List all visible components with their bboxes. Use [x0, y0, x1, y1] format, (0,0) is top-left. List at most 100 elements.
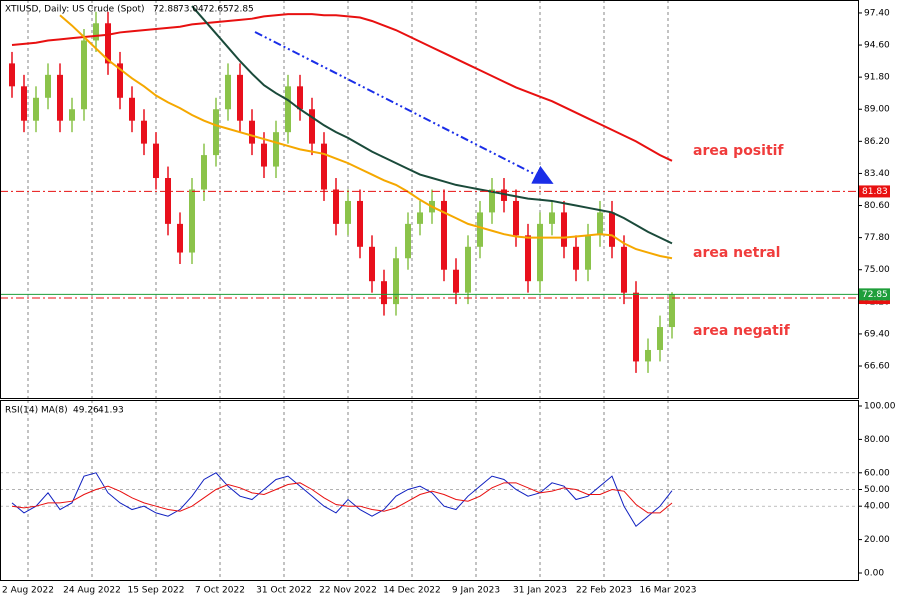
candle-body: [105, 23, 111, 64]
candle-body: [609, 212, 615, 247]
candle-body: [189, 189, 195, 253]
candle-body: [369, 246, 375, 282]
candle-body: [453, 269, 459, 293]
candle-body: [393, 258, 399, 305]
y-tick-label: 86.20: [864, 137, 890, 147]
line-series: [11, 472, 673, 527]
candle-body: [381, 281, 387, 305]
candle-body: [633, 292, 639, 362]
annotation: area netral: [693, 245, 780, 261]
y-tick-label: 91.80: [864, 73, 890, 83]
annotation: area negatif: [693, 323, 791, 339]
candle-body: [657, 327, 663, 350]
candle-body: [201, 155, 207, 190]
candle-body: [321, 143, 327, 190]
candle-body: [333, 189, 339, 224]
y-tick-label: 80.00: [864, 435, 890, 445]
candle-body: [249, 120, 255, 144]
x-tick-label: 7 Oct 2022: [195, 586, 245, 596]
x-tick-label: 22 Nov 2022: [319, 586, 377, 596]
x-tick-label: 9 Jan 2023: [452, 586, 500, 596]
candle-body: [585, 235, 591, 270]
candle-body: [69, 109, 75, 121]
trend-arrow: [254, 31, 554, 184]
ohlc-close: 72.85: [228, 5, 254, 15]
ohlc-open: 72.88: [153, 5, 179, 15]
y-tick-label: 50.00: [864, 485, 890, 495]
candle-body: [621, 246, 627, 293]
rsi-value: 49.26: [73, 406, 99, 416]
candle-body: [405, 223, 411, 259]
x-tick-label: 14 Dec 2022: [383, 586, 441, 596]
chart-title: XTIUSD, Daily: US Crude (Spot): [5, 5, 145, 15]
main-frame: [0, 0, 859, 399]
y-tick-label: 94.60: [864, 41, 890, 51]
candle-body: [501, 189, 507, 201]
candle-body: [21, 86, 27, 121]
candle-body: [225, 74, 231, 110]
y-tick-label: 0.00: [864, 568, 884, 578]
line-series: [59, 14, 673, 260]
y-tick-label: 89.00: [864, 105, 890, 115]
candle-body: [477, 212, 483, 247]
candle-body: [513, 200, 519, 236]
candle-body: [57, 74, 63, 121]
candle-body: [597, 212, 603, 236]
candle-body: [273, 132, 279, 167]
x-tick-label: 2 Aug 2022: [2, 586, 54, 596]
candle-body: [309, 109, 315, 144]
y-tick-label: 20.00: [864, 535, 890, 545]
y-tick-label: 83.40: [864, 169, 890, 179]
line-series: [11, 482, 673, 514]
candle-body: [561, 212, 567, 247]
line-series: [11, 13, 673, 162]
price-box: [859, 288, 890, 301]
y-tick-label: 80.60: [864, 201, 890, 211]
candle-body: [93, 23, 99, 41]
candle-body: [645, 349, 651, 362]
candle-body: [9, 63, 15, 87]
candle-body: [213, 109, 219, 156]
candle-body: [669, 294, 675, 328]
candle-body: [45, 74, 51, 98]
candle-body: [357, 200, 363, 247]
y-tick-label: 75.00: [864, 265, 890, 275]
line-series: [191, 5, 673, 245]
y-tick-label: 60.00: [864, 468, 890, 478]
candle-body: [153, 143, 159, 179]
rsi-ma-value: 41.93: [98, 406, 124, 416]
y-tick-label: 97.40: [864, 8, 890, 18]
candle-body: [489, 189, 495, 213]
price-box-label: 72.85: [862, 290, 888, 300]
candle-body: [573, 246, 579, 270]
x-tick-label: 15 Sep 2022: [127, 586, 184, 596]
annotation: area positif: [693, 143, 784, 159]
candle-body: [525, 235, 531, 282]
rsi-frame: [0, 400, 859, 581]
y-tick-label: 66.60: [864, 362, 890, 372]
candle-body: [297, 86, 303, 110]
candle-body: [81, 40, 87, 110]
ohlc-low: 72.65: [203, 5, 229, 15]
x-tick-label: 31 Oct 2022: [256, 586, 312, 596]
candle-body: [177, 223, 183, 253]
y-tick-label: 69.40: [864, 329, 890, 339]
candle-body: [129, 97, 135, 121]
candle-body: [141, 120, 147, 144]
candle-body: [441, 200, 447, 270]
ohlc-high: 73.04: [178, 5, 204, 15]
candle-body: [465, 246, 471, 293]
price-box: [859, 185, 890, 198]
candle-body: [345, 200, 351, 224]
price-box-label: 81.83: [862, 187, 888, 197]
x-tick-label: 16 Mar 2023: [639, 586, 696, 596]
candle-body: [417, 212, 423, 224]
candle-body: [285, 86, 291, 133]
x-tick-label: 24 Aug 2022: [63, 586, 121, 596]
candle-body: [237, 74, 243, 121]
x-tick-label: 22 Feb 2023: [576, 586, 632, 596]
